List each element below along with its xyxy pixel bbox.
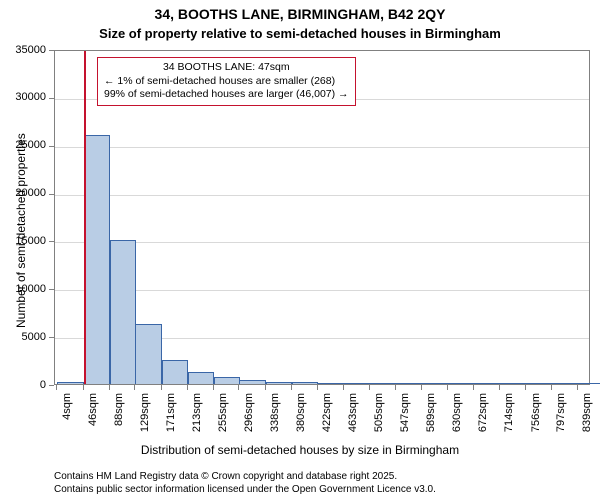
- xtick-label: 171sqm: [165, 393, 177, 432]
- ytick-mark: [49, 194, 54, 195]
- histogram-bar: [318, 383, 344, 384]
- ytick-mark: [49, 50, 54, 51]
- legend-box: 34 BOOTHS LANE: 47sqm← 1% of semi-detach…: [97, 57, 356, 106]
- xtick-label: 46sqm: [87, 393, 99, 426]
- legend-line: 99% of semi-detached houses are larger (…: [104, 88, 349, 102]
- xtick-mark: [56, 385, 57, 390]
- xtick-mark: [213, 385, 214, 390]
- property-marker-line: [84, 51, 86, 384]
- histogram-bar: [266, 382, 292, 384]
- histogram-bar: [578, 383, 600, 384]
- xtick-mark: [447, 385, 448, 390]
- xtick-label: 630sqm: [451, 393, 463, 432]
- xtick-mark: [395, 385, 396, 390]
- attribution-line-2: Contains public sector information licen…: [54, 484, 600, 497]
- xtick-mark: [525, 385, 526, 390]
- histogram-bar: [57, 382, 83, 384]
- ytick-mark: [49, 146, 54, 147]
- histogram-bar: [135, 324, 161, 384]
- histogram-bar: [188, 372, 214, 384]
- xtick-mark: [134, 385, 135, 390]
- attribution-line-1: Contains HM Land Registry data © Crown c…: [54, 471, 600, 484]
- xtick-mark: [421, 385, 422, 390]
- xtick-label: 129sqm: [139, 393, 151, 432]
- ytick-mark: [49, 385, 54, 386]
- gridline-h: [55, 195, 589, 196]
- xtick-mark: [83, 385, 84, 390]
- xtick-label: 213sqm: [191, 393, 203, 432]
- xtick-label: 338sqm: [269, 393, 281, 432]
- xtick-label: 505sqm: [373, 393, 385, 432]
- xtick-label: 547sqm: [399, 393, 411, 432]
- ytick-mark: [49, 289, 54, 290]
- histogram-bar: [239, 380, 265, 384]
- histogram-bar: [422, 383, 448, 384]
- histogram-bar: [214, 377, 240, 384]
- plot-area: 34 BOOTHS LANE: 47sqm← 1% of semi-detach…: [54, 50, 590, 385]
- xtick-mark: [499, 385, 500, 390]
- ytick-label: 35000: [15, 44, 46, 56]
- ytick-label: 25000: [15, 139, 46, 151]
- xtick-mark: [161, 385, 162, 390]
- histogram-bar: [84, 135, 110, 384]
- xtick-label: 589sqm: [426, 393, 438, 432]
- xtick-label: 422sqm: [322, 393, 334, 432]
- xtick-mark: [343, 385, 344, 390]
- histogram-bar: [370, 383, 396, 384]
- histogram-bar: [500, 383, 526, 384]
- xtick-label: 4sqm: [61, 393, 73, 420]
- histogram-bar: [396, 383, 422, 384]
- xtick-label: 296sqm: [243, 393, 255, 432]
- legend-line: 34 BOOTHS LANE: 47sqm: [104, 61, 349, 75]
- chart-container: 34, BOOTHS LANE, BIRMINGHAM, B42 2QY Siz…: [0, 0, 600, 500]
- x-axis-label: Distribution of semi-detached houses by …: [0, 443, 600, 457]
- histogram-bar: [344, 383, 370, 384]
- ytick-mark: [49, 241, 54, 242]
- histogram-bar: [110, 240, 136, 384]
- xtick-mark: [109, 385, 110, 390]
- xtick-label: 255sqm: [217, 393, 229, 432]
- xtick-mark: [369, 385, 370, 390]
- xtick-mark: [291, 385, 292, 390]
- xtick-label: 380sqm: [295, 393, 307, 432]
- ytick-label: 5000: [22, 331, 46, 343]
- gridline-h: [55, 147, 589, 148]
- histogram-bar: [474, 383, 500, 384]
- legend-line: ← 1% of semi-detached houses are smaller…: [104, 75, 349, 89]
- ytick-label: 20000: [15, 187, 46, 199]
- y-axis-label: Number of semi-detached properties: [14, 133, 28, 328]
- ytick-mark: [49, 98, 54, 99]
- chart-subtitle: Size of property relative to semi-detach…: [0, 26, 600, 41]
- ytick-mark: [49, 337, 54, 338]
- xtick-label: 88sqm: [113, 393, 125, 426]
- chart-title: 34, BOOTHS LANE, BIRMINGHAM, B42 2QY: [0, 6, 600, 22]
- histogram-bar: [292, 382, 318, 384]
- ytick-label: 15000: [15, 235, 46, 247]
- xtick-label: 672sqm: [477, 393, 489, 432]
- attribution-text: Contains HM Land Registry data © Crown c…: [0, 471, 600, 496]
- histogram-bar: [552, 383, 578, 384]
- xtick-label: 463sqm: [347, 393, 359, 432]
- xtick-mark: [551, 385, 552, 390]
- xtick-mark: [187, 385, 188, 390]
- xtick-mark: [238, 385, 239, 390]
- xtick-label: 797sqm: [555, 393, 567, 432]
- histogram-bar: [162, 360, 188, 384]
- ytick-label: 0: [40, 379, 46, 391]
- xtick-label: 756sqm: [530, 393, 542, 432]
- ytick-label: 30000: [15, 91, 46, 103]
- xtick-mark: [577, 385, 578, 390]
- ytick-label: 10000: [15, 283, 46, 295]
- xtick-mark: [265, 385, 266, 390]
- xtick-label: 839sqm: [581, 393, 593, 432]
- xtick-mark: [473, 385, 474, 390]
- histogram-bar: [448, 383, 474, 384]
- xtick-label: 714sqm: [504, 393, 516, 432]
- histogram-bar: [526, 383, 552, 384]
- xtick-mark: [317, 385, 318, 390]
